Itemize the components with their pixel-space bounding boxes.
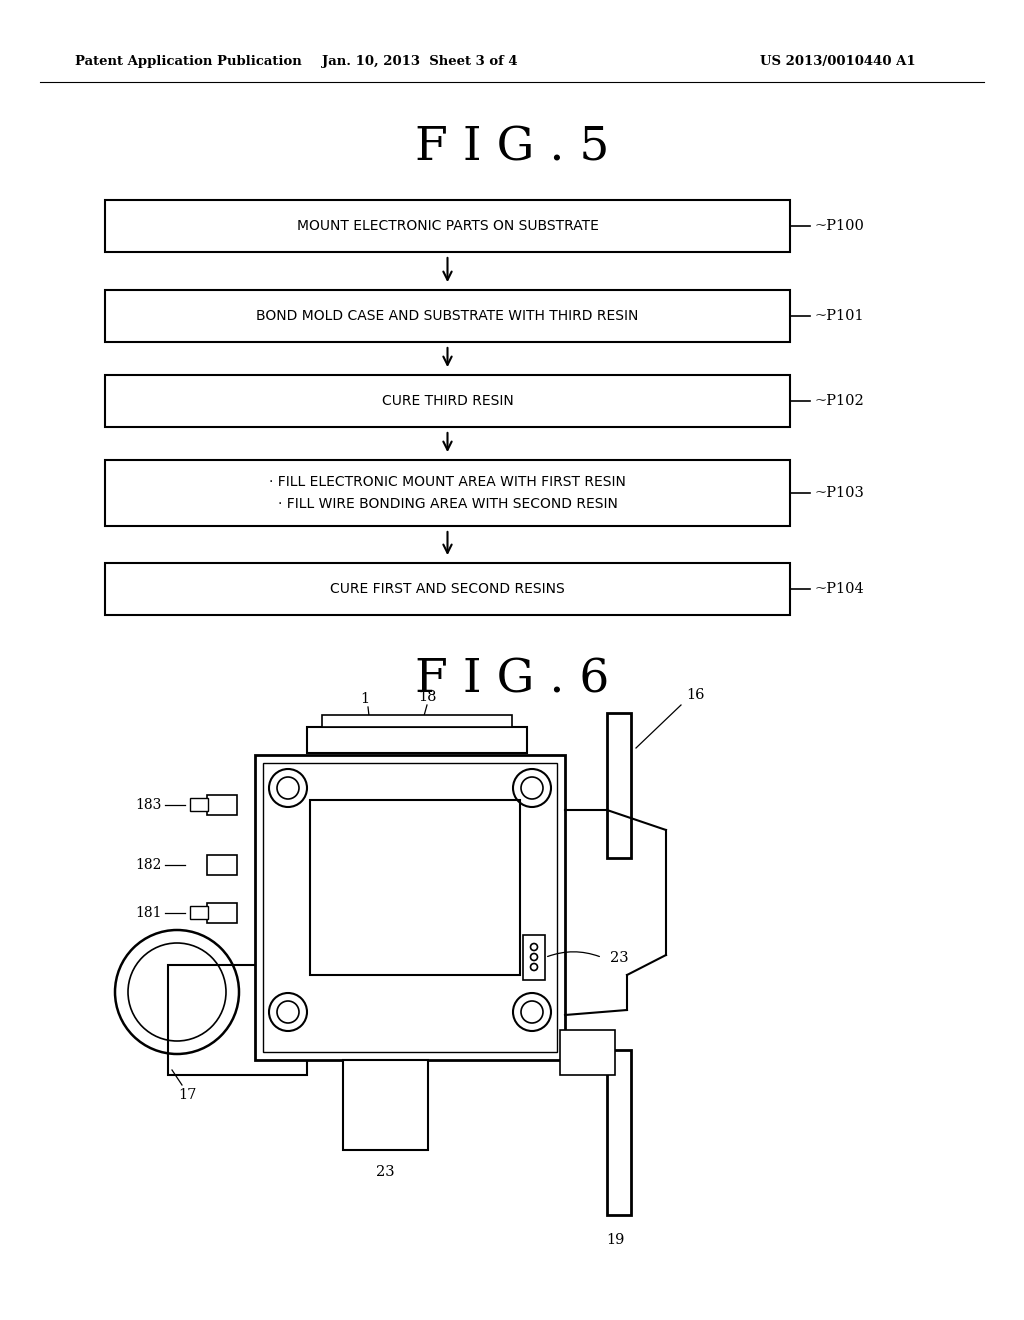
Bar — [263, 763, 557, 1052]
Bar — [105, 201, 790, 252]
Text: ~P103: ~P103 — [815, 486, 865, 500]
Text: · FILL ELECTRONIC MOUNT AREA WITH FIRST RESIN: · FILL ELECTRONIC MOUNT AREA WITH FIRST … — [269, 475, 626, 488]
Text: ~P100: ~P100 — [815, 219, 865, 234]
Text: 181: 181 — [135, 906, 162, 920]
Text: CURE FIRST AND SECOND RESINS: CURE FIRST AND SECOND RESINS — [330, 582, 565, 597]
Text: ~P104: ~P104 — [815, 582, 864, 597]
Bar — [523, 935, 545, 979]
Bar — [307, 727, 527, 752]
Text: 16: 16 — [686, 688, 705, 702]
Text: 183: 183 — [135, 799, 162, 812]
Bar — [322, 715, 512, 727]
Bar — [255, 755, 565, 1060]
Text: US 2013/0010440 A1: US 2013/0010440 A1 — [760, 55, 915, 69]
Text: · FILL WIRE BONDING AREA WITH SECOND RESIN: · FILL WIRE BONDING AREA WITH SECOND RES… — [278, 498, 617, 511]
Text: 1: 1 — [360, 692, 370, 706]
Text: CURE THIRD RESIN: CURE THIRD RESIN — [382, 393, 513, 408]
Text: BOND MOLD CASE AND SUBSTRATE WITH THIRD RESIN: BOND MOLD CASE AND SUBSTRATE WITH THIRD … — [256, 309, 639, 323]
Bar — [105, 459, 790, 525]
Bar — [207, 903, 237, 923]
Bar — [207, 855, 237, 875]
Text: ~P102: ~P102 — [815, 393, 864, 408]
Bar — [607, 713, 631, 858]
Bar — [560, 1030, 615, 1074]
Bar — [607, 1049, 631, 1214]
Bar — [310, 800, 520, 975]
Text: F I G . 5: F I G . 5 — [415, 125, 609, 170]
Bar — [190, 799, 208, 810]
Text: 18: 18 — [418, 690, 436, 704]
Text: 17: 17 — [178, 1088, 197, 1102]
Bar — [105, 290, 790, 342]
Text: 19: 19 — [606, 1233, 625, 1247]
Bar — [343, 1060, 428, 1150]
Text: 182: 182 — [135, 858, 162, 873]
Text: 23: 23 — [376, 1166, 395, 1179]
Text: F I G . 6: F I G . 6 — [415, 657, 609, 702]
Bar — [190, 906, 208, 919]
Text: Patent Application Publication: Patent Application Publication — [75, 55, 302, 69]
Bar — [207, 795, 237, 814]
Text: ~P101: ~P101 — [815, 309, 864, 323]
Text: MOUNT ELECTRONIC PARTS ON SUBSTRATE: MOUNT ELECTRONIC PARTS ON SUBSTRATE — [297, 219, 598, 234]
Text: Jan. 10, 2013  Sheet 3 of 4: Jan. 10, 2013 Sheet 3 of 4 — [323, 55, 518, 69]
Bar — [105, 375, 790, 426]
Bar — [168, 965, 307, 1074]
Bar — [105, 564, 790, 615]
Text: 23: 23 — [610, 950, 629, 965]
